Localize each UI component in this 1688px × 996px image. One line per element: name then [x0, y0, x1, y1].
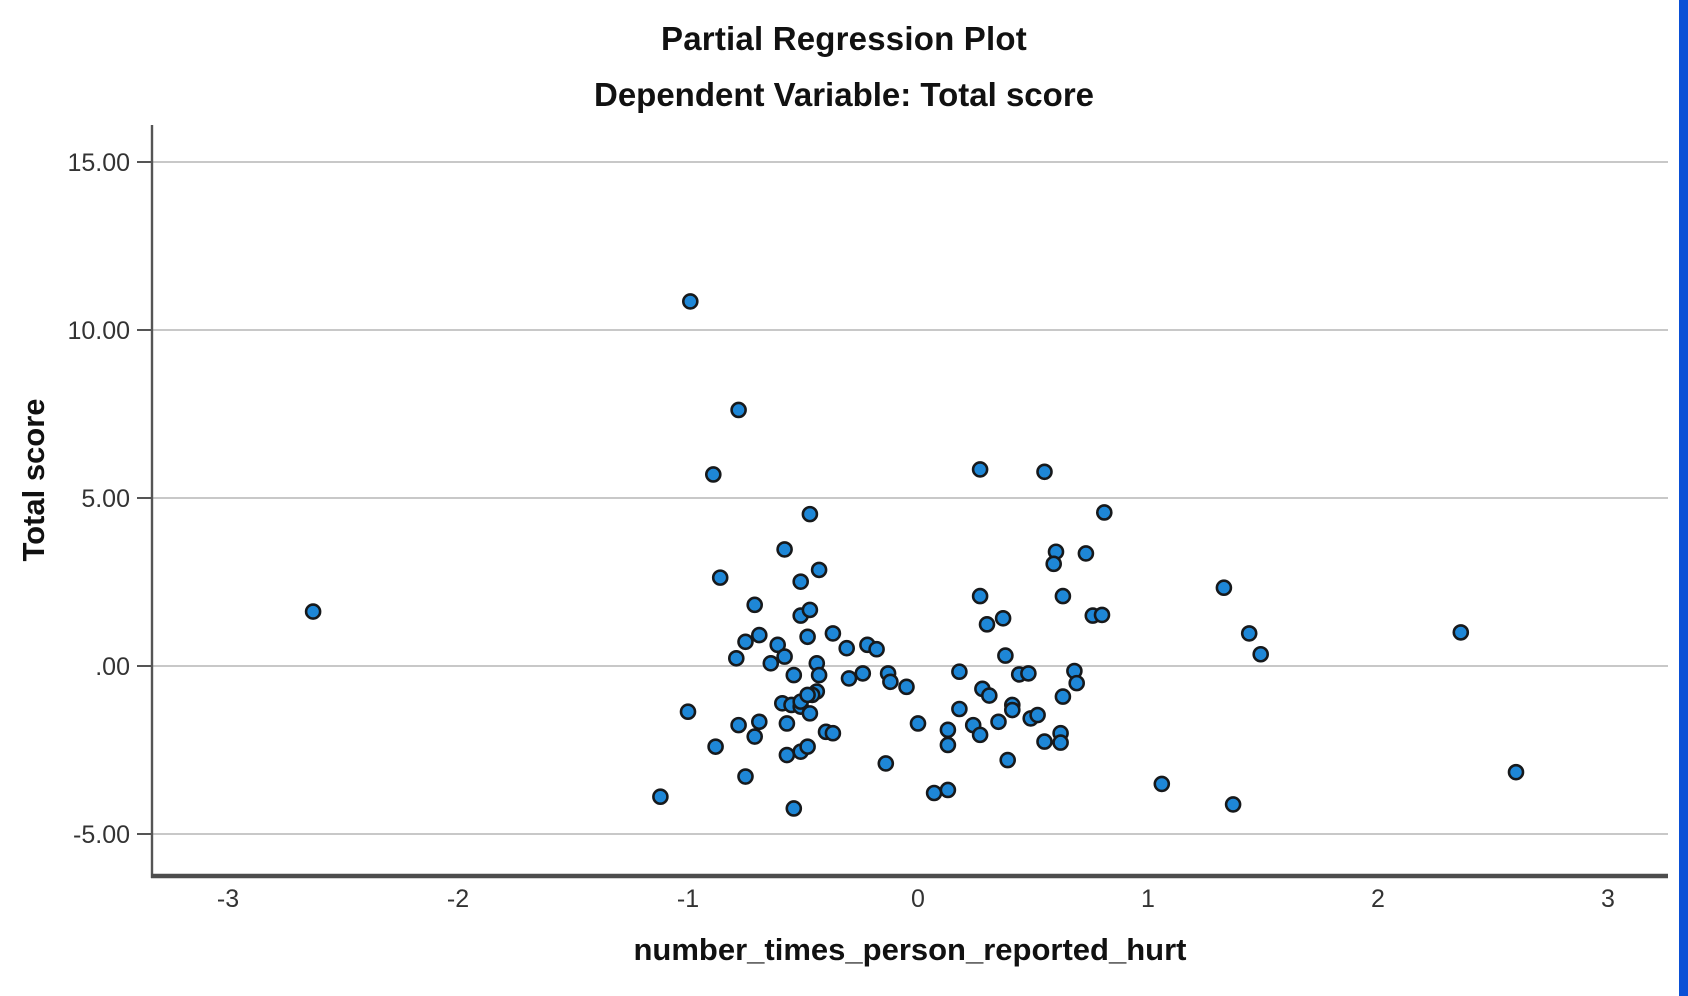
data-point — [730, 401, 747, 419]
data-point — [810, 561, 828, 579]
data-point — [727, 649, 745, 667]
data-point — [939, 721, 957, 739]
data-point — [1003, 701, 1021, 719]
data-point — [939, 781, 957, 799]
data-point — [776, 648, 793, 665]
data-point — [999, 751, 1017, 769]
x-tick-label: -2 — [447, 885, 469, 913]
data-point — [990, 713, 1007, 731]
data-point — [810, 666, 828, 684]
data-point — [1452, 624, 1470, 641]
data-point — [1068, 674, 1085, 692]
data-point — [711, 569, 729, 586]
data-point — [1020, 665, 1037, 682]
data-point — [909, 715, 927, 732]
data-point — [1054, 587, 1072, 605]
chart-title: Partial Regression Plot — [661, 20, 1027, 57]
data-point — [824, 625, 842, 642]
data-point — [778, 715, 796, 732]
data-point — [776, 541, 793, 558]
data-point — [792, 573, 810, 590]
chart-subtitle: Dependent Variable: Total score — [593, 76, 1095, 113]
data-point — [737, 768, 754, 785]
data-point — [1507, 763, 1525, 781]
x-axis-title: number_times_person_reported_hurt — [633, 932, 1187, 967]
data-point — [730, 716, 747, 734]
data-point — [877, 755, 895, 772]
data-point — [750, 713, 768, 731]
data-point — [762, 655, 780, 672]
data-point — [840, 670, 858, 687]
data-point — [799, 686, 816, 704]
data-point — [854, 665, 872, 682]
y-tick-label: -5.00 — [73, 821, 130, 849]
data-point — [769, 636, 787, 654]
data-point — [1224, 796, 1242, 813]
data-point — [652, 788, 669, 806]
data-point — [801, 705, 819, 722]
x-tick-label: 2 — [1371, 885, 1385, 913]
data-point — [971, 587, 989, 605]
data-point — [1096, 504, 1113, 521]
data-point — [746, 728, 764, 745]
data-point — [882, 673, 899, 691]
data-point — [868, 640, 885, 658]
data-point — [997, 647, 1014, 664]
x-tick-label: -1 — [677, 885, 699, 913]
data-point — [1252, 645, 1269, 663]
data-point — [785, 800, 803, 817]
data-point — [1153, 775, 1171, 793]
data-point — [994, 609, 1012, 627]
data-point — [707, 738, 724, 755]
data-point — [799, 738, 816, 755]
x-tick-label: 3 — [1601, 885, 1615, 913]
data-point — [925, 784, 943, 802]
data-point — [971, 461, 989, 478]
data-point — [1077, 545, 1095, 562]
data-point — [801, 601, 819, 619]
data-point — [679, 703, 697, 720]
data-point — [750, 626, 768, 644]
data-point — [978, 616, 996, 633]
data-point — [1240, 625, 1258, 642]
data-point — [1029, 706, 1046, 724]
data-point — [799, 628, 816, 646]
data-point — [971, 726, 989, 744]
data-point — [1054, 688, 1072, 705]
data-point — [1036, 733, 1053, 750]
data-point — [898, 678, 915, 696]
data-point — [304, 603, 322, 620]
data-point — [1093, 606, 1111, 624]
y-tick-label: .00 — [95, 653, 130, 681]
data-point — [801, 505, 819, 523]
data-point — [939, 736, 957, 754]
data-point — [681, 293, 699, 310]
data-point — [1052, 734, 1069, 751]
data-point — [838, 639, 856, 657]
data-point — [1036, 463, 1053, 481]
selection-highlight-bar — [1679, 0, 1688, 996]
data-point — [778, 746, 796, 764]
data-point — [951, 700, 968, 718]
x-tick-label: -3 — [217, 885, 239, 913]
x-tick-label: 0 — [911, 885, 925, 913]
y-tick-label: 15.00 — [67, 149, 130, 177]
data-point — [1215, 579, 1233, 597]
y-tick-label: 5.00 — [81, 485, 130, 513]
y-tick-label: 10.00 — [67, 317, 130, 345]
data-point — [737, 633, 754, 651]
data-point — [704, 466, 722, 483]
data-point — [824, 724, 842, 742]
data-point — [746, 596, 764, 614]
data-point — [951, 663, 968, 681]
x-tick-label: 1 — [1141, 885, 1155, 913]
data-point — [1045, 555, 1062, 573]
data-point — [785, 666, 803, 684]
data-point — [980, 687, 998, 704]
